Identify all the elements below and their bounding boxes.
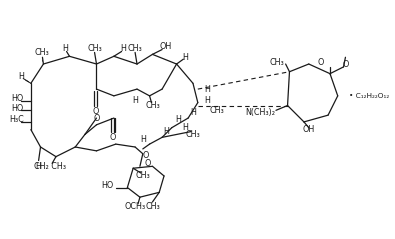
Text: OH: OH: [160, 42, 172, 51]
Text: CH₃: CH₃: [186, 130, 200, 139]
Text: O: O: [110, 133, 116, 142]
Text: HO: HO: [11, 104, 24, 113]
Text: CH₃: CH₃: [270, 58, 285, 67]
Text: H: H: [63, 44, 69, 53]
Text: H: H: [182, 123, 188, 132]
Text: H: H: [205, 85, 211, 94]
Text: O: O: [92, 107, 99, 116]
Text: CH₂ CH₃: CH₂ CH₃: [34, 162, 66, 171]
Text: CH₃: CH₃: [145, 202, 160, 211]
Text: CH₃: CH₃: [145, 101, 160, 110]
Text: • C₁₂H₂₂O₁₂: • C₁₂H₂₂O₁₂: [349, 93, 389, 99]
Text: H: H: [36, 162, 41, 171]
Text: CH₃: CH₃: [135, 171, 150, 180]
Text: CH₃: CH₃: [210, 106, 224, 115]
Text: H: H: [132, 96, 138, 105]
Text: CH₃: CH₃: [34, 48, 49, 57]
Text: OCH₃: OCH₃: [124, 202, 146, 211]
Text: O: O: [145, 159, 151, 168]
Text: HO: HO: [102, 181, 114, 190]
Text: HO: HO: [11, 94, 24, 103]
Text: O: O: [342, 60, 349, 69]
Text: H: H: [182, 53, 188, 62]
Text: H: H: [205, 96, 211, 105]
Text: O: O: [317, 58, 324, 67]
Text: H: H: [140, 135, 146, 144]
Text: O: O: [143, 151, 149, 160]
Text: H₃C: H₃C: [9, 115, 24, 125]
Text: N(CH₃)₂: N(CH₃)₂: [245, 108, 275, 117]
Text: H: H: [18, 72, 24, 81]
Text: OH: OH: [303, 125, 315, 134]
Text: H: H: [175, 115, 181, 125]
Text: CH₃: CH₃: [87, 44, 102, 53]
Text: H: H: [120, 44, 126, 53]
Text: H: H: [190, 108, 196, 117]
Text: H: H: [163, 127, 169, 136]
Text: CH₃: CH₃: [128, 44, 143, 53]
Text: O: O: [93, 114, 100, 123]
